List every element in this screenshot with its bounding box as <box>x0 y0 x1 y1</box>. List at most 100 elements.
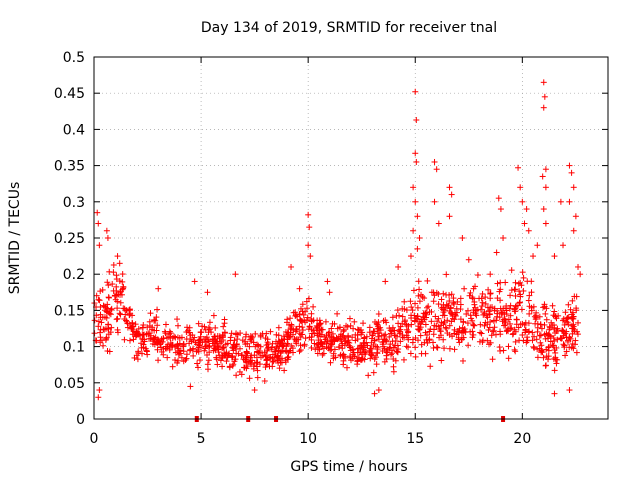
data-point <box>468 315 475 322</box>
data-point <box>422 309 429 316</box>
data-point <box>195 320 202 327</box>
data-point <box>158 348 165 355</box>
data-point <box>540 354 547 361</box>
data-point <box>114 315 121 322</box>
data-point <box>543 353 550 360</box>
data-point <box>113 283 120 290</box>
data-point <box>158 344 165 351</box>
data-point <box>446 291 453 298</box>
data-point <box>416 286 423 293</box>
data-point <box>537 332 544 339</box>
data-point <box>420 313 427 320</box>
data-point <box>400 356 407 363</box>
data-point <box>272 338 279 345</box>
data-point <box>278 359 285 366</box>
data-point <box>180 342 187 349</box>
data-point <box>530 343 537 350</box>
data-point <box>447 304 454 311</box>
data-point <box>526 310 533 317</box>
data-point <box>453 305 460 312</box>
data-point <box>254 367 261 374</box>
data-point <box>246 343 253 350</box>
data-point <box>553 360 560 367</box>
data-point <box>525 297 532 304</box>
data-point <box>262 353 269 360</box>
data-point <box>425 303 432 310</box>
data-point <box>479 290 486 297</box>
data-point <box>119 271 126 278</box>
data-point <box>354 361 361 368</box>
data-point <box>292 337 299 344</box>
data-point <box>380 332 387 339</box>
data-point <box>276 365 283 372</box>
data-point <box>191 278 198 285</box>
data-point <box>354 357 361 364</box>
data-point <box>482 300 489 307</box>
data-point <box>164 354 171 361</box>
data-point <box>417 324 424 331</box>
data-point <box>461 285 468 292</box>
data-point <box>407 350 414 357</box>
data-point <box>310 303 317 310</box>
data-point <box>303 298 310 305</box>
data-point <box>411 312 418 319</box>
data-point <box>575 263 582 270</box>
data-point <box>187 383 194 390</box>
data-point <box>487 295 494 302</box>
data-point <box>249 334 256 341</box>
data-point <box>267 328 274 335</box>
data-point <box>186 340 193 347</box>
data-point <box>98 337 105 344</box>
data-point <box>205 357 212 364</box>
data-point <box>418 341 425 348</box>
data-point <box>525 328 532 335</box>
data-point <box>338 337 345 344</box>
data-point <box>555 312 562 319</box>
data-point <box>95 323 102 330</box>
data-point <box>204 289 211 296</box>
x-tick-label: 5 <box>197 431 206 447</box>
data-point <box>153 327 160 334</box>
data-point <box>308 344 315 351</box>
data-point <box>314 324 321 331</box>
data-point <box>394 333 401 340</box>
x-tick-label: 20 <box>513 431 531 447</box>
data-point <box>105 282 112 289</box>
data-point <box>571 326 578 333</box>
data-point <box>472 283 479 290</box>
data-point <box>536 345 543 352</box>
data-point <box>434 318 441 325</box>
data-point <box>394 349 401 356</box>
data-point <box>490 317 497 324</box>
data-point <box>570 184 577 191</box>
data-point <box>95 318 102 325</box>
data-point <box>331 346 338 353</box>
data-point <box>219 363 226 370</box>
x-tick-label: 10 <box>299 431 317 447</box>
data-point <box>310 327 317 334</box>
data-point <box>349 334 356 341</box>
data-point <box>569 315 576 322</box>
data-point <box>572 337 579 344</box>
data-point <box>563 348 570 355</box>
data-point <box>215 346 222 353</box>
data-point <box>127 306 134 313</box>
data-point <box>334 325 341 332</box>
data-point <box>190 352 197 359</box>
data-point <box>330 355 337 362</box>
data-point <box>478 295 485 302</box>
data-point <box>343 322 350 329</box>
data-point <box>394 348 401 355</box>
data-point <box>399 313 406 320</box>
data-point <box>567 335 574 342</box>
data-point <box>407 298 414 305</box>
data-point <box>254 374 261 381</box>
data-point <box>497 206 504 213</box>
data-point <box>486 308 493 315</box>
data-point <box>100 302 107 309</box>
data-point <box>516 337 523 344</box>
data-point <box>105 294 112 301</box>
data-point <box>375 311 382 318</box>
data-point <box>183 351 190 358</box>
